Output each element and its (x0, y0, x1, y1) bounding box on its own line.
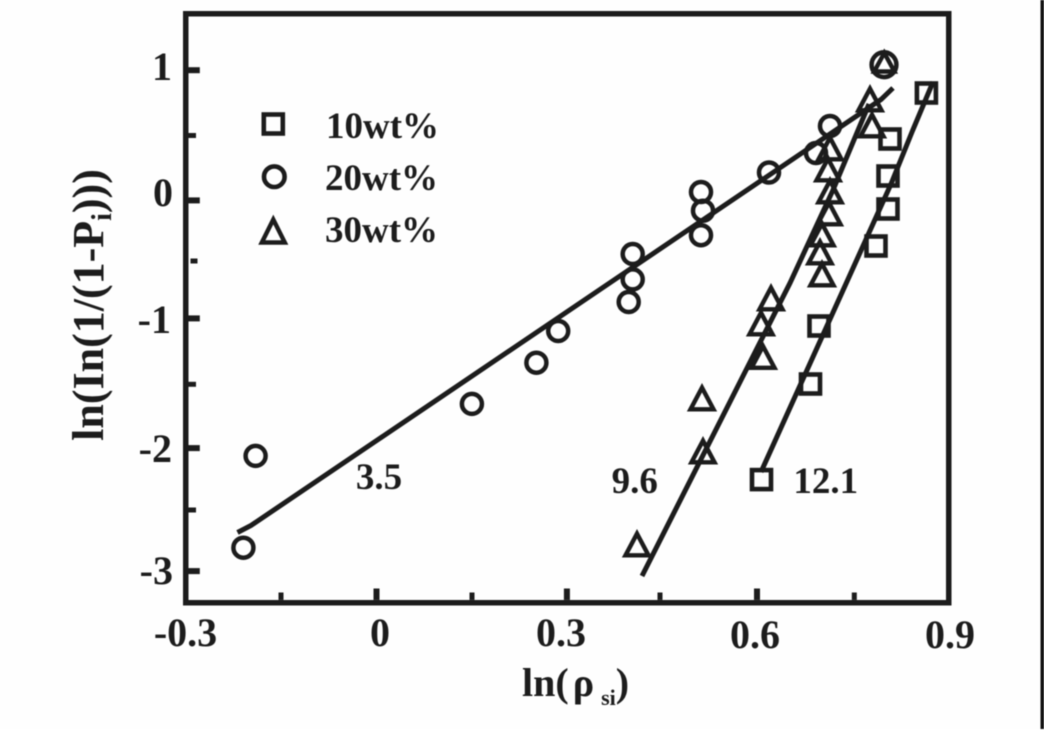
svg-text:30wt%: 30wt% (325, 210, 438, 251)
svg-text:9.6: 9.6 (612, 461, 658, 502)
svg-text:1: 1 (152, 44, 172, 89)
svg-text:0: 0 (153, 170, 173, 215)
svg-text:-1: -1 (138, 297, 171, 342)
svg-text:-2: -2 (139, 426, 172, 471)
svg-text:3.5: 3.5 (356, 457, 402, 498)
svg-text:10wt%: 10wt% (326, 106, 439, 147)
svg-text:-0.3: -0.3 (154, 610, 217, 655)
svg-text:-3: -3 (140, 548, 173, 593)
svg-text:0: 0 (370, 610, 390, 655)
svg-text:0.6: 0.6 (730, 612, 780, 657)
svg-text:ln(In(1/(1-Pi))): ln(In(1/(1-Pi))) (64, 169, 118, 441)
svg-text:20wt%: 20wt% (325, 158, 438, 199)
svg-text:0.9: 0.9 (925, 612, 975, 657)
svg-text:12.1: 12.1 (793, 461, 858, 502)
svg-text:0.3: 0.3 (536, 610, 586, 655)
